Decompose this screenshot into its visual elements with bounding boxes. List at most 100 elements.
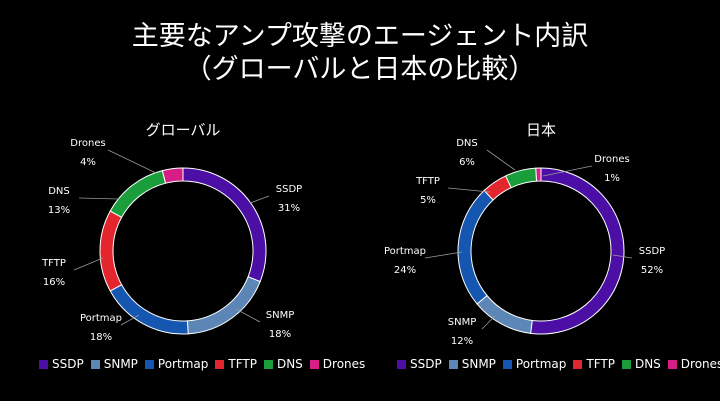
slice-label-value: 12% <box>451 336 473 347</box>
legend-swatch <box>621 359 631 369</box>
slice-label-value: 31% <box>278 203 300 214</box>
donut-chart-1: 日本 SSDP 52% SNMP 12% Portmap 24% TFTP 5% DNS 6% Dro… <box>384 121 665 347</box>
legend-label: Portmap <box>157 357 209 371</box>
legend-swatch <box>502 359 512 369</box>
leader-line <box>424 251 463 259</box>
legend-item-portmap: Portmap <box>502 357 567 371</box>
leader-line <box>73 257 104 271</box>
legend-swatch <box>144 359 154 369</box>
legend-swatch <box>263 359 273 369</box>
slice-dns <box>109 169 167 218</box>
slice-label-ssdp: SSDP 31% <box>249 184 302 214</box>
slice-label-drones: Drones 1% <box>542 154 630 184</box>
slice-portmap <box>109 284 189 335</box>
legend-swatch <box>215 359 225 369</box>
legend-label: TFTP <box>228 357 257 371</box>
legend-label: TFTP <box>586 357 615 371</box>
slice-label-tftp: TFTP 5% <box>415 176 491 206</box>
slice-label-name: Drones <box>70 138 105 149</box>
leader-line <box>447 187 491 193</box>
slice-label-value: 1% <box>604 173 620 184</box>
slice-label-value: 6% <box>459 157 475 168</box>
slice-label-name: SSDP <box>276 184 302 195</box>
slice-label-name: DNS <box>456 138 478 149</box>
leader-line <box>120 314 140 326</box>
legend-label: Drones <box>322 357 366 371</box>
legend-item-ssdp: SSDP <box>39 357 84 371</box>
slice-snmp <box>476 294 533 334</box>
legend-label: Portmap <box>515 357 567 371</box>
leader-line <box>249 195 270 204</box>
slice-label-ssdp: SSDP 52% <box>612 246 665 276</box>
donut-title: 日本 <box>526 121 556 139</box>
leader-line <box>78 197 120 200</box>
slice-label-name: Drones <box>594 154 629 165</box>
legend-japan: SSDP SNMP Portmap TFTP DNS Drones <box>397 357 720 371</box>
slice-label-name: SNMP <box>266 310 295 321</box>
slice-label-value: 5% <box>420 195 436 206</box>
donut-chart-0: グローバル SSDP 31% SNMP 18% Portmap 18% TFTP 16% DNS 1… <box>41 121 302 343</box>
legend-label: DNS <box>634 357 661 371</box>
slice-label-dns: DNS 13% <box>48 186 120 216</box>
slice-ssdp <box>530 167 625 335</box>
slice-portmap <box>457 189 494 305</box>
slice-label-value: 4% <box>80 157 96 168</box>
donut-title: グローバル <box>146 121 221 139</box>
slice-label-snmp: SNMP 12% <box>448 315 496 347</box>
slice-label-drones: Drones 4% <box>70 138 157 174</box>
leader-line <box>612 254 633 259</box>
leader-line <box>486 149 516 171</box>
slice-label-value: 16% <box>43 277 65 288</box>
slice-label-value: 24% <box>394 265 416 276</box>
legend-label: SNMP <box>103 357 138 371</box>
chart-title-line2: （グローバルと日本の比較） <box>184 54 536 85</box>
slice-drones <box>535 167 542 182</box>
legend-swatch <box>397 359 406 369</box>
slice-label-name: Portmap <box>384 246 426 257</box>
slice-drones <box>161 167 184 184</box>
legend-item-drones: Drones <box>309 357 366 371</box>
legend-swatch <box>448 359 458 369</box>
leader-line <box>481 315 496 330</box>
legend-swatch <box>573 359 583 369</box>
leader-line <box>235 308 261 323</box>
legend-swatch <box>309 359 319 369</box>
slice-label-value: 18% <box>269 329 291 340</box>
slice-label-name: Portmap <box>80 313 122 324</box>
legend-item-snmp: SNMP <box>90 357 138 371</box>
slice-label-value: 13% <box>48 205 70 216</box>
slice-label-name: SSDP <box>639 246 665 257</box>
slice-label-name: TFTP <box>41 258 66 269</box>
legend-label: SNMP <box>461 357 496 371</box>
slice-label-dns: DNS 6% <box>456 138 516 171</box>
legend-global: SSDP SNMP Portmap TFTP DNS Drones <box>39 357 372 371</box>
slice-label-tftp: TFTP 16% <box>41 257 104 288</box>
leader-line <box>107 149 157 174</box>
slice-label-name: DNS <box>48 186 70 197</box>
legend-item-dns: DNS <box>621 357 661 371</box>
legend-item-snmp: SNMP <box>448 357 496 371</box>
legend-swatch <box>39 359 48 369</box>
legend-label: Drones <box>680 357 720 371</box>
leader-line <box>542 165 593 177</box>
slice-snmp <box>186 276 261 335</box>
legend-item-ssdp: SSDP <box>397 357 442 371</box>
legend-label: SSDP <box>52 357 84 371</box>
legend-item-drones: Drones <box>667 357 720 371</box>
slice-dns <box>504 167 538 189</box>
legend-item-tftp: TFTP <box>215 357 257 371</box>
slice-label-value: 18% <box>90 332 112 343</box>
slice-label-value: 52% <box>641 265 663 276</box>
legend-swatch <box>90 359 100 369</box>
slice-label-portmap: Portmap 24% <box>384 246 463 276</box>
legend-label: DNS <box>276 357 303 371</box>
legend-item-dns: DNS <box>263 357 303 371</box>
legend-label: SSDP <box>410 357 442 371</box>
slice-label-snmp: SNMP 18% <box>235 308 295 340</box>
slice-tftp <box>99 210 123 292</box>
legend-swatch <box>667 359 677 369</box>
legend-item-portmap: Portmap <box>144 357 209 371</box>
slice-label-name: TFTP <box>415 176 440 187</box>
slice-ssdp <box>182 167 267 283</box>
